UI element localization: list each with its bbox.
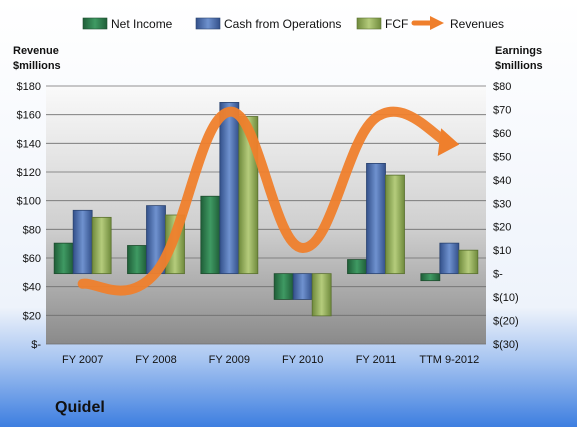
left-tick-label: $80: [23, 224, 41, 236]
left-tick-label: $160: [17, 110, 41, 122]
bar-cash-from-operations: [439, 242, 460, 275]
legend-label-cash-from-operations: Cash from Operations: [224, 17, 341, 31]
left-axis-title-line2: $millions: [13, 60, 61, 72]
x-tick-label: FY 2009: [209, 354, 250, 366]
bar-net-income: [347, 259, 367, 275]
right-tick-label: $30: [493, 198, 511, 210]
left-tick-label: $40: [23, 282, 41, 294]
x-tick-label: FY 2011: [356, 354, 397, 366]
bar-fcf: [385, 174, 405, 275]
legend-swatch-net-income: [82, 17, 108, 30]
revenues-line: [77, 106, 455, 296]
right-tick-label: $(10): [493, 292, 519, 304]
right-tick-label: $60: [493, 128, 511, 140]
right-tick-label: $-: [493, 269, 503, 281]
right-axis-title-line2: $millions: [495, 60, 543, 72]
right-tick-label: $80: [493, 81, 511, 93]
bar-fcf: [238, 116, 259, 275]
right-tick-label: $10: [493, 245, 511, 257]
legend-swatch-revenues: [411, 16, 444, 30]
bar-fcf: [311, 273, 332, 317]
x-tick-label: FY 2010: [282, 354, 323, 366]
right-tick-label: $20: [493, 222, 511, 234]
left-tick-label: $20: [23, 310, 41, 322]
right-tick-label: $70: [493, 104, 511, 116]
x-tick-label: FY 2008: [135, 354, 176, 366]
bar-net-income: [273, 273, 294, 300]
revenue-line: [77, 106, 460, 296]
right-tick-label: $50: [493, 151, 511, 163]
right-tick-label: $40: [493, 175, 511, 187]
left-tick-label: $100: [17, 196, 41, 208]
bar-cash-from-operations: [292, 273, 313, 300]
bar-fcf: [91, 216, 112, 275]
legend-swatch-cash-from-operations: [195, 17, 221, 30]
revenues-arrowhead: [437, 128, 460, 157]
bar-cash-from-operations: [366, 162, 386, 275]
legend-swatch-fcf: [356, 17, 382, 30]
right-axis-ticks: $(30) $(20) $(10) $- $10 $20 $30 $40 $50 $60 $70 $8…: [493, 81, 519, 351]
bar-net-income: [200, 195, 221, 275]
right-tick-label: $(30): [493, 339, 519, 351]
legend: Net Income Cash from Operations FCF Reve…: [82, 16, 504, 31]
company-name: Quidel: [55, 399, 105, 416]
x-tick-label: FY 2007: [62, 354, 103, 366]
bar-net-income: [420, 273, 441, 282]
bar-cash-from-operations: [219, 102, 240, 275]
x-tick-label: TTM 9-2012: [419, 354, 479, 366]
left-tick-label: $-: [31, 339, 41, 351]
bar-fcf: [458, 249, 479, 275]
right-axis-title-line1: Earnings: [495, 45, 542, 57]
legend-label-net-income: Net Income: [111, 17, 173, 31]
left-tick-label: $140: [17, 138, 41, 150]
legend-label-revenues: Revenues: [450, 17, 504, 31]
left-axis-title-line1: Revenue: [13, 45, 59, 57]
legend-label-fcf: FCF: [385, 17, 408, 31]
right-tick-label: $(20): [493, 316, 519, 328]
bar-net-income: [53, 242, 74, 275]
left-tick-label: $180: [17, 81, 41, 93]
bar-cash-from-operations: [72, 209, 93, 275]
bar-net-income: [127, 245, 147, 275]
x-axis-ticks: FY 2007 FY 2008 FY 2009 FY 2010 FY 2011 TTM 9…: [62, 354, 479, 366]
left-axis-ticks: $- $20 $40 $60 $80 $100 $120 $140 $160 $180: [17, 81, 42, 351]
bars: [53, 102, 479, 317]
left-tick-label: $120: [17, 167, 41, 179]
plot-area: [46, 86, 486, 344]
left-tick-label: $60: [23, 253, 41, 265]
